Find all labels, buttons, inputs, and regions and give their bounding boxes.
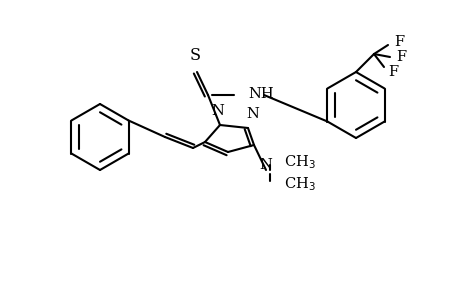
Text: CH$_3$: CH$_3$: [283, 153, 315, 171]
Text: N: N: [211, 104, 224, 118]
Text: F: F: [393, 35, 403, 49]
Text: CH$_3$: CH$_3$: [283, 175, 315, 193]
Text: NH: NH: [247, 87, 273, 101]
Text: N: N: [246, 107, 259, 121]
Text: N: N: [259, 158, 272, 172]
Text: F: F: [387, 65, 397, 79]
Text: S: S: [189, 47, 200, 64]
Text: F: F: [395, 50, 405, 64]
